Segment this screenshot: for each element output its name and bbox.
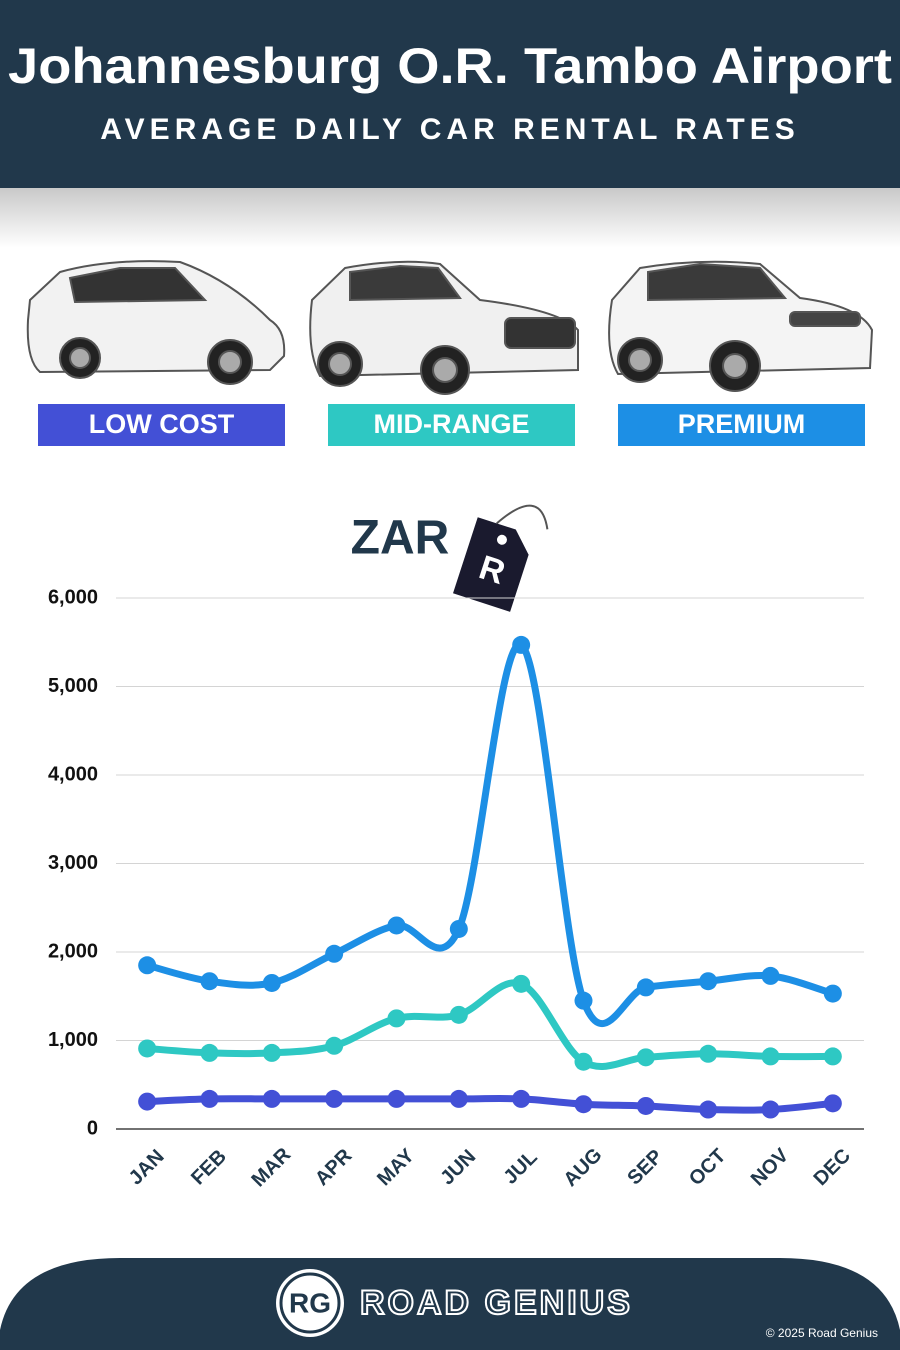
- data-point: [387, 916, 406, 935]
- data-point: [823, 1047, 842, 1066]
- data-point: [636, 1096, 655, 1115]
- brand-name: ROAD GENIUS: [360, 1284, 633, 1322]
- series-line: [143, 979, 837, 1070]
- series-line: [143, 641, 837, 1028]
- data-point: [200, 972, 219, 991]
- data-point: [449, 919, 468, 938]
- data-point: [699, 972, 718, 991]
- price-tag: R: [453, 504, 549, 612]
- copyright: © 2025 Road Genius: [766, 1326, 878, 1340]
- data-point: [574, 1095, 593, 1114]
- data-point: [325, 1036, 344, 1055]
- car-suv: [309, 260, 579, 395]
- x-tick-label: OCT: [685, 1145, 730, 1190]
- data-point: [262, 1043, 281, 1062]
- data-point: [138, 1092, 157, 1111]
- header-shadow: [0, 188, 900, 248]
- plot-area: 0 1,000 2,000 3,000 4,000 5,000 6,000 JAN FEB MAR…: [48, 586, 864, 1191]
- x-tick-label: SEP: [623, 1146, 667, 1190]
- x-tick-label: AUG: [559, 1144, 606, 1191]
- data-point: [636, 1048, 655, 1067]
- y-tick-label: 6,000: [48, 586, 98, 608]
- y-tick-label: 2,000: [48, 940, 98, 962]
- chart-subtitle: AVERAGE DAILY CAR RENTAL RATES: [100, 113, 800, 146]
- y-tick-label: 3,000: [48, 852, 98, 874]
- data-point: [512, 974, 531, 993]
- y-tick-label: 4,000: [48, 763, 98, 785]
- data-point: [200, 1089, 219, 1108]
- header-band: [0, 0, 900, 188]
- x-tick-label: JUL: [500, 1146, 542, 1188]
- data-point: [823, 1094, 842, 1113]
- x-tick-label: MAR: [247, 1143, 295, 1191]
- data-point: [761, 1100, 780, 1119]
- x-tick-label: APR: [311, 1144, 357, 1190]
- logo-text: RG: [289, 1287, 331, 1318]
- legend-label: PREMIUM: [678, 409, 806, 439]
- y-tick-label: 5,000: [48, 675, 98, 697]
- data-point: [449, 1005, 468, 1024]
- data-point: [699, 1100, 718, 1119]
- data-point: [823, 984, 842, 1003]
- data-point: [138, 956, 157, 975]
- data-point: [699, 1044, 718, 1063]
- data-point: [387, 1009, 406, 1028]
- legend-label: LOW COST: [89, 409, 235, 439]
- logo-badge: [276, 1269, 344, 1337]
- x-tick-label: MAY: [373, 1144, 419, 1190]
- legend-swatch: [328, 404, 575, 446]
- unit-label: ZAR: [351, 512, 450, 565]
- legend-swatch: [38, 404, 285, 446]
- data-point: [138, 1039, 157, 1058]
- data-point: [636, 978, 655, 997]
- data-point: [262, 973, 281, 992]
- x-tick-label: JAN: [125, 1146, 169, 1190]
- data-point: [574, 991, 593, 1010]
- data-point: [200, 1043, 219, 1062]
- y-tick-label: 1,000: [48, 1029, 98, 1051]
- chart-title: Johannesburg O.R. Tambo Airport: [8, 38, 892, 94]
- car-hatchback: [26, 260, 286, 385]
- x-tick-label: NOV: [747, 1144, 794, 1191]
- data-point: [449, 1089, 468, 1108]
- x-tick-label: DEC: [810, 1145, 855, 1190]
- data-point: [574, 1052, 593, 1071]
- data-point: [761, 966, 780, 985]
- legend-swatch: [618, 404, 865, 446]
- legend: LOW COST MID-RANGE PREMIUM: [38, 404, 865, 446]
- data-point: [325, 1089, 344, 1108]
- footer-band: [0, 1258, 900, 1350]
- logo-ring: [279, 1272, 341, 1334]
- data-point: [761, 1047, 780, 1066]
- car-premium: [608, 260, 874, 392]
- x-tick-label: JUN: [436, 1146, 480, 1190]
- x-tick-label: FEB: [187, 1146, 231, 1190]
- data-point: [325, 944, 344, 963]
- data-point: [512, 635, 531, 654]
- legend-label: MID-RANGE: [374, 409, 530, 439]
- y-tick-label: 0: [87, 1117, 98, 1139]
- series-line: [143, 1095, 837, 1114]
- data-point: [512, 1089, 531, 1108]
- data-point: [387, 1089, 406, 1108]
- data-point: [262, 1089, 281, 1108]
